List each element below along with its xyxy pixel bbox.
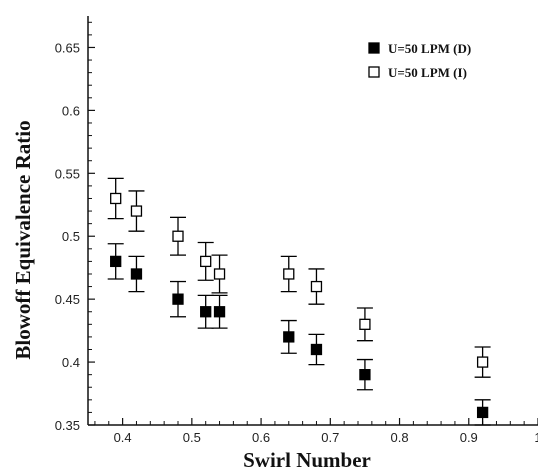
x-tick-label: 0.9 (460, 430, 478, 445)
data-point-filled-square (110, 255, 122, 268)
data-point-open-square (310, 280, 323, 293)
ticks: 0.35 0.4 0.45 0.5 0.55 0.6 0.65 0.4 0.5 0.6 0.7 0.8… (55, 21, 538, 445)
data-point-open-square (476, 356, 489, 368)
data-point-open-square (130, 205, 143, 217)
data-point-filled-square (130, 268, 143, 280)
legend-label: U=50 LPM (I) (388, 65, 467, 80)
y-tick-label: 0.45 (55, 292, 80, 307)
x-tick-label: 0.6 (252, 430, 270, 445)
data-point-filled-square (310, 343, 323, 356)
y-axis-title: Blowoff Equivalence Ratio (11, 120, 35, 359)
data-point-filled-square (213, 306, 226, 318)
axes (87, 16, 538, 426)
data-point-filled-square (476, 406, 489, 419)
data-point-open-square (110, 192, 122, 205)
legend: U=50 LPM (D) U=50 LPM (I) (368, 41, 471, 80)
y-tick-label: 0.4 (62, 355, 80, 370)
y-tick-label: 0.55 (55, 166, 80, 181)
data-point-filled-square (283, 331, 295, 343)
x-tick-label: 0.4 (114, 430, 132, 445)
data-marks (107, 177, 491, 426)
data-point-filled-square (200, 306, 212, 318)
y-tick-label: 0.5 (62, 229, 80, 244)
data-point-open-square (283, 268, 295, 280)
data-point-open-square (200, 255, 212, 268)
y-tick-label: 0.65 (55, 40, 80, 55)
y-tick-label: 0.35 (55, 418, 80, 433)
legend-marker-filled-square (368, 42, 380, 54)
data-point-open-square (359, 318, 371, 330)
x-tick-label: 0.8 (390, 430, 408, 445)
x-tick-label: 1 (534, 430, 538, 445)
y-tick-label: 0.6 (62, 103, 80, 118)
data-point-filled-square (359, 369, 371, 381)
x-tick-label: 0.7 (321, 430, 339, 445)
data-point-open-square (172, 230, 184, 242)
x-axis-title: Swirl Number (243, 448, 371, 472)
data-point-open-square (213, 268, 226, 280)
legend-label: U=50 LPM (D) (388, 41, 471, 56)
legend-marker-open-square (368, 66, 380, 78)
x-tick-label: 0.5 (183, 430, 201, 445)
data-point-filled-square (172, 293, 184, 305)
